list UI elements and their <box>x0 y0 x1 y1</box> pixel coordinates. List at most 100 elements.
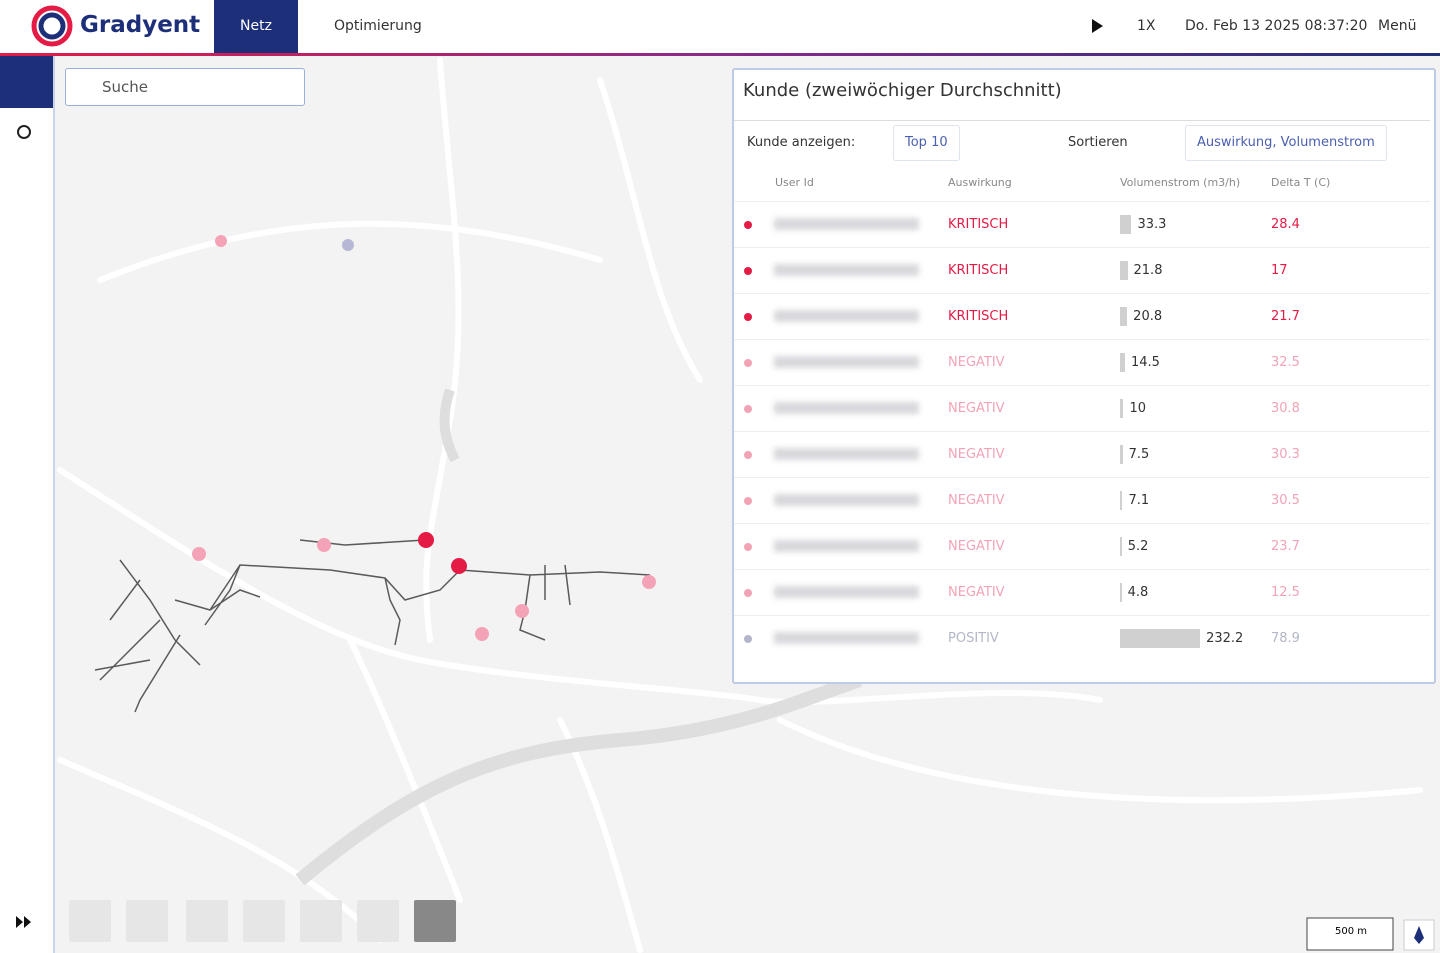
accent-line <box>0 53 1440 56</box>
column-header: User Id <box>775 176 814 189</box>
delta-t: 30.3 <box>1271 447 1300 462</box>
flow: 5.2 <box>1127 539 1149 554</box>
user-id-blurred <box>774 540 919 552</box>
flow-bar <box>1120 399 1124 418</box>
table-row[interactable]: NEGATIV 10 30.8 <box>734 385 1430 432</box>
top-bar: Gradyent Netz Optimierung 1X Do. Feb 13 … <box>0 0 1440 53</box>
delta-t: 78.9 <box>1271 631 1300 646</box>
table-row[interactable]: NEGATIV 7.1 30.5 <box>734 477 1430 524</box>
search-input[interactable]: Suche <box>65 68 305 106</box>
alerts-button[interactable] <box>186 900 228 942</box>
hexagon-button[interactable] <box>414 900 456 942</box>
nav-button[interactable] <box>0 56 53 108</box>
map-button[interactable] <box>243 900 285 942</box>
tab-netz[interactable]: Netz <box>214 0 298 53</box>
impact: NEGATIV <box>948 447 1005 462</box>
divider <box>734 120 1430 121</box>
status-dot <box>744 635 752 643</box>
impact: NEGATIV <box>948 539 1005 554</box>
user-id-blurred <box>774 356 919 368</box>
table-row[interactable]: NEGATIV 4.8 12.5 <box>734 569 1430 616</box>
impact: KRITISCH <box>948 263 1009 278</box>
sort-dropdown[interactable]: Auswirkung, Volumenstrom <box>1185 125 1387 161</box>
status-dot <box>744 451 752 459</box>
flow: 10 <box>1129 401 1146 416</box>
impact: NEGATIV <box>948 401 1005 416</box>
zoom-out[interactable] <box>126 900 168 942</box>
impact: NEGATIV <box>948 585 1005 600</box>
flow: 14.5 <box>1131 355 1160 370</box>
flow-bar <box>1120 307 1128 326</box>
settings-button[interactable] <box>14 122 34 142</box>
column-header: Delta T (C) <box>1271 176 1331 189</box>
flow: 232.2 <box>1206 631 1244 646</box>
impact: POSITIV <box>948 631 999 646</box>
delta-t: 28.4 <box>1271 217 1300 232</box>
show-dropdown[interactable]: Top 10 <box>893 125 960 161</box>
search-placeholder: Suche <box>102 78 149 96</box>
status-dot <box>744 497 752 505</box>
customer-panel <box>732 68 1436 684</box>
table-row[interactable]: POSITIV 232.2 78.9 <box>734 615 1430 662</box>
network-button[interactable] <box>357 900 399 942</box>
delta-t: 32.5 <box>1271 355 1300 370</box>
table-row[interactable]: NEGATIV 14.5 32.5 <box>734 339 1430 386</box>
delta-t: 30.5 <box>1271 493 1300 508</box>
brand: Gradyent <box>80 12 201 38</box>
sidebar <box>0 56 55 953</box>
speed[interactable]: 1X <box>1137 18 1156 34</box>
flow: 7.1 <box>1128 493 1150 508</box>
play-button[interactable] <box>1090 18 1104 34</box>
filter-button[interactable] <box>300 900 342 942</box>
flow-bar <box>1120 445 1123 464</box>
column-header: Volumenstrom (m3/h) <box>1120 176 1241 189</box>
status-dot <box>744 589 752 597</box>
scale-label: 500 m <box>1334 926 1367 937</box>
flow: 21.8 <box>1133 263 1163 278</box>
expand-button[interactable] <box>14 912 34 932</box>
table-row[interactable]: KRITISCH 21.8 17 <box>734 247 1430 294</box>
status-dot <box>744 405 752 413</box>
delta-t: 23.7 <box>1271 539 1300 554</box>
user-id-blurred <box>774 632 919 644</box>
column-header: Auswirkung <box>948 176 1012 189</box>
table-row[interactable]: KRITISCH 20.8 21.7 <box>734 293 1430 340</box>
delta-t: 30.8 <box>1271 401 1300 416</box>
logo <box>31 5 73 47</box>
delta-t: 12.5 <box>1271 585 1300 600</box>
flow: 20.8 <box>1133 309 1163 324</box>
sort-label: Sortieren <box>1068 135 1128 150</box>
table-row[interactable]: NEGATIV 7.5 30.3 <box>734 431 1430 478</box>
menu[interactable]: Menü <box>1378 18 1417 34</box>
status-dot <box>744 313 752 321</box>
user-id-blurred <box>774 494 919 506</box>
user-id-blurred <box>774 310 919 322</box>
user-id-blurred <box>774 586 919 598</box>
flow: 7.5 <box>1128 447 1150 462</box>
status-dot <box>744 359 752 367</box>
flow-bar <box>1120 629 1201 648</box>
impact: NEGATIV <box>948 355 1005 370</box>
delta-t: 17 <box>1271 263 1288 278</box>
flow: 4.8 <box>1127 585 1149 600</box>
flow-bar <box>1120 537 1122 556</box>
impact: KRITISCH <box>948 217 1009 232</box>
panel-title: Kunde (zweiwöchiger Durchschnitt) <box>743 80 1062 101</box>
flow-bar <box>1120 261 1128 280</box>
table-row[interactable]: NEGATIV 5.2 23.7 <box>734 523 1430 570</box>
flow-bar <box>1120 583 1122 602</box>
tab-optimierung[interactable]: Optimierung <box>334 18 422 34</box>
datetime: Do. Feb 13 2025 08:37:20 <box>1185 18 1368 34</box>
table-row[interactable]: KRITISCH 33.3 28.4 <box>734 201 1430 248</box>
flow-bar <box>1120 353 1125 372</box>
zoom-in[interactable] <box>69 900 111 942</box>
flow-bar <box>1120 491 1123 510</box>
user-id-blurred <box>774 218 919 230</box>
flow-bar <box>1120 215 1132 234</box>
status-dot <box>744 543 752 551</box>
flow: 33.3 <box>1137 217 1167 232</box>
impact: KRITISCH <box>948 309 1009 324</box>
user-id-blurred <box>774 448 919 460</box>
show-label: Kunde anzeigen: <box>747 135 856 150</box>
